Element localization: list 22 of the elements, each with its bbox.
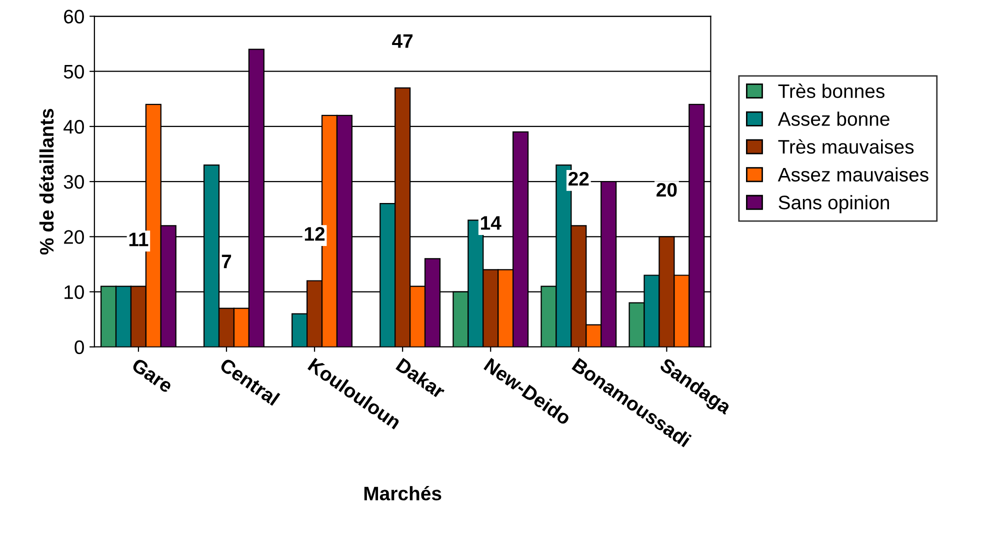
legend-label: Assez bonne (778, 112, 890, 126)
y-axis-title: % de détaillants (39, 108, 54, 255)
data-label: 22 (568, 172, 589, 186)
legend-label: Sans opinion (778, 195, 889, 214)
data-label: 14 (481, 216, 502, 230)
data-label: 20 (656, 182, 677, 197)
y-tick-label: 20 (64, 230, 84, 244)
legend-label: Assez mauvaises (778, 167, 928, 182)
x-tick-label: Gare (130, 357, 174, 394)
y-tick-label: 10 (64, 285, 84, 300)
legend-label: Très bonnes (778, 84, 884, 98)
y-tick-label: 50 (64, 64, 84, 79)
data-label: 11 (129, 232, 148, 246)
data-label: 47 (392, 34, 413, 48)
y-tick-label: 40 (64, 120, 84, 134)
y-tick-label: 0 (74, 340, 84, 354)
y-tick-label: 30 (64, 175, 84, 189)
x-axis-title: Marchés (364, 486, 442, 500)
y-tick-label: 60 (64, 10, 84, 24)
data-label: 7 (222, 254, 232, 268)
data-label: 12 (304, 227, 325, 241)
legend-label: Très mauvaises (778, 139, 914, 154)
